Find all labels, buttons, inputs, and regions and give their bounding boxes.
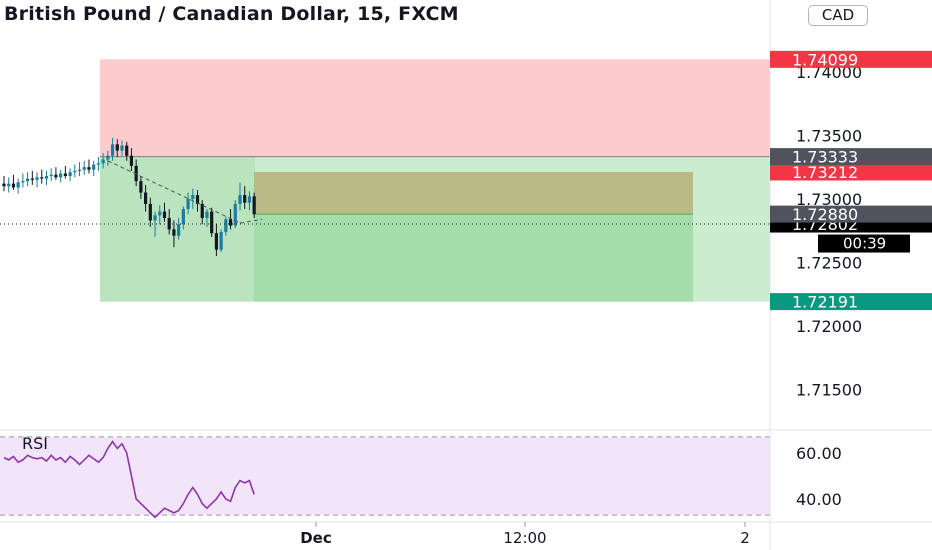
price-tick-label: 1.72500 (796, 253, 862, 272)
price-tag (770, 148, 932, 166)
price-tick-label: 1.71500 (796, 380, 862, 399)
candle-body (120, 145, 124, 151)
candlestick-series (2, 137, 256, 257)
candle-body (106, 155, 110, 160)
rsi-pane[interactable] (0, 429, 932, 519)
candle-body (73, 170, 77, 173)
stop-zone (100, 59, 770, 157)
candle-body (233, 203, 237, 226)
candle-body (44, 176, 49, 179)
candle-body (252, 196, 256, 215)
candle-body (139, 181, 143, 193)
rsi-line (3, 440, 255, 519)
price-tick-label: 1.73000 (796, 190, 862, 209)
candle-body (134, 165, 138, 182)
candle-body (21, 181, 25, 183)
candle-body (200, 203, 204, 218)
candle-body (49, 174, 53, 177)
candle-body (35, 177, 39, 180)
candle-body (210, 211, 214, 234)
candle-body (40, 177, 44, 179)
overlay-lines (0, 160, 770, 225)
candle-body (92, 164, 96, 170)
candle-body (186, 198, 190, 210)
candle-body (16, 182, 20, 188)
candle-body (101, 159, 105, 164)
price-tick-label: 1.73500 (796, 126, 862, 145)
candle-body (158, 211, 162, 216)
candle-body (153, 215, 157, 221)
price-axis[interactable]: 1.740001.735001.730001.725001.720001.715… (769, 0, 862, 550)
price-tag (770, 50, 932, 68)
time-tick-label: 12:00 (503, 529, 546, 547)
candle-body (82, 167, 86, 170)
candle-body (54, 174, 58, 178)
candle-body (30, 178, 34, 180)
candle-body (224, 219, 228, 232)
candle-body (172, 229, 176, 236)
currency-button[interactable]: CAD (808, 5, 868, 26)
candle-body (238, 195, 242, 204)
candle-body (205, 211, 209, 218)
candle-body (181, 209, 185, 225)
candle-body (162, 211, 167, 218)
price-tag-label: 1.74099 (792, 50, 858, 69)
inner-stop-zone (254, 171, 693, 215)
candle-body (144, 192, 148, 204)
candle-body (7, 183, 11, 187)
candle-body (148, 203, 152, 221)
rsi-tick-label: 60.00 (796, 444, 842, 463)
time-axis[interactable]: Dec 12:00 2 (0, 521, 932, 547)
rsi-band (0, 436, 770, 516)
price-tag-label: 1.73333 (792, 148, 858, 167)
candle-body (59, 173, 63, 178)
candle-body (26, 178, 30, 182)
candle-body (63, 173, 67, 177)
candle-body (219, 231, 223, 250)
candle-body (96, 163, 100, 165)
trend-line (107, 160, 241, 224)
candle-body (177, 224, 181, 236)
candle-body (191, 195, 195, 199)
candle-body (228, 219, 233, 226)
price-tick-label: 1.72000 (796, 317, 862, 336)
time-tick-label: Dec (300, 529, 332, 547)
candle-body (110, 144, 115, 156)
candle-body (11, 183, 16, 188)
chart-title: British Pound / Canadian Dollar, 15, FXC… (4, 3, 459, 25)
price-tags: 1.740991.732121.721911.728021.733331.728… (770, 50, 932, 312)
position-tool[interactable] (100, 59, 770, 302)
candle-body (247, 196, 252, 203)
candle-body (214, 233, 218, 250)
candle-body (87, 167, 91, 170)
price-tag-label: 1.72191 (792, 293, 858, 312)
price-tag-label: 1.72880 (792, 205, 858, 224)
candle-body (195, 195, 200, 204)
price-tag (770, 205, 932, 223)
candle-body (115, 144, 119, 151)
candle-body (68, 172, 72, 177)
candle-body (125, 145, 129, 156)
countdown-box (818, 234, 910, 253)
candle-body (2, 183, 6, 187)
price-tag (770, 163, 932, 181)
candle-body (243, 195, 247, 203)
candle-body (77, 169, 82, 171)
countdown-label: 00:39 (843, 235, 886, 253)
time-tick-label: 2 (740, 529, 750, 547)
trend-line-end (239, 218, 263, 224)
candle-body (167, 217, 171, 230)
price-tag-label: 1.73212 (792, 163, 858, 182)
rsi-label: RSI (22, 434, 48, 453)
inner-target-zone (254, 214, 693, 302)
candle-body (129, 155, 134, 166)
price-tag (770, 293, 932, 311)
rsi-tick-label: 40.00 (796, 490, 842, 509)
